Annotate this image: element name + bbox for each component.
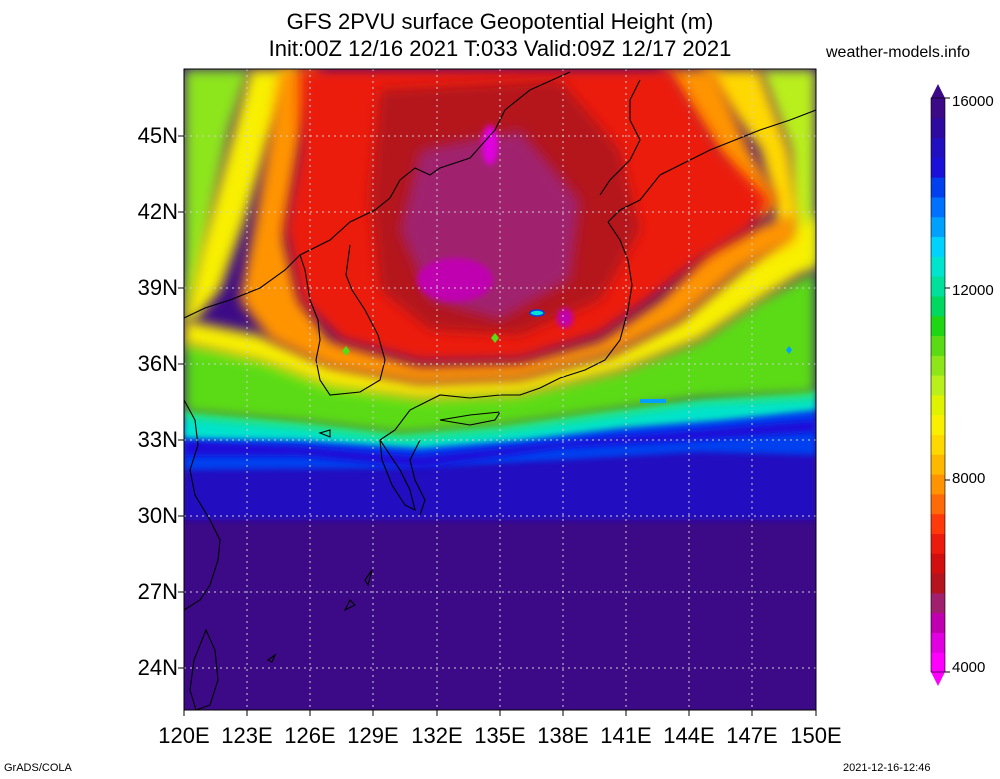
coast-sakhalin xyxy=(599,79,641,196)
coast-mainland xyxy=(184,71,571,319)
footer-software: GrADS/COLA xyxy=(4,762,72,774)
colorbar-segment xyxy=(931,513,945,534)
colorbar-segment xyxy=(931,137,945,158)
colorbar-label-12000: 12000 xyxy=(952,282,994,299)
field-point-marker-1 xyxy=(491,333,499,343)
lat-label-33n: 33N xyxy=(137,427,178,452)
lon-label-129e: 129E xyxy=(347,723,399,748)
colorbar-label-16000: 16000 xyxy=(952,93,994,110)
colorbar-segment xyxy=(931,276,945,297)
colorbar-upper-arrow xyxy=(931,84,945,98)
coast-southern-islands xyxy=(409,439,426,516)
site-credit: weather-models.info xyxy=(826,44,971,61)
coast-kyushu xyxy=(379,439,416,512)
coast-jeju xyxy=(318,429,331,438)
colorbar-segment xyxy=(931,394,945,416)
colorbar-segment xyxy=(931,652,945,673)
colorbar-segment xyxy=(931,177,945,198)
colorbar-segment xyxy=(931,375,945,396)
colorbar-segment xyxy=(931,553,945,574)
coast-honshu xyxy=(379,221,633,441)
colorbar-segment xyxy=(931,414,945,435)
map-title-line2: Init:00Z 12/16 2021 T:033 Valid:09Z 12/1… xyxy=(268,36,732,61)
colorbar-segment xyxy=(931,592,945,614)
graticule xyxy=(184,69,816,710)
field-magenta-spot-2 xyxy=(482,125,498,165)
colorbar-lower-arrow xyxy=(931,672,945,686)
lat-label-45n: 45N xyxy=(137,123,178,148)
colorbar-segment xyxy=(931,295,945,317)
lon-label-120e: 120E xyxy=(158,723,210,748)
colorbar-segment xyxy=(931,573,945,594)
field-point-marker-2 xyxy=(342,346,350,356)
field-magenta-spot-3 xyxy=(557,308,573,328)
colorbar-segment xyxy=(931,474,945,495)
colorbar-segment xyxy=(931,236,945,257)
field-green-northeast xyxy=(760,69,816,270)
colorbar-segment xyxy=(931,117,945,139)
colorbar-label-8000: 8000 xyxy=(952,470,986,487)
lon-label-147e: 147E xyxy=(726,723,778,748)
colorbar-segment xyxy=(931,355,945,376)
colorbar-segment xyxy=(931,216,945,238)
coast-taiwan xyxy=(189,628,219,710)
coast-ryukyu xyxy=(266,569,373,663)
field-yellow-band xyxy=(184,215,816,400)
lon-label-141e: 141E xyxy=(600,723,652,748)
lat-label-36n: 36N xyxy=(137,351,178,376)
lat-label-30n: 30N xyxy=(137,503,178,528)
colorbar-segment xyxy=(931,196,945,218)
colorbar-segment xyxy=(931,454,945,475)
colorbar-segment xyxy=(931,315,945,337)
coast-hokkaido xyxy=(607,109,816,223)
footer-timestamp: 2021-12-16-12:46 xyxy=(843,762,931,774)
colorbar xyxy=(930,84,950,686)
colorbar-segment xyxy=(931,434,945,455)
lon-label-126e: 126E xyxy=(284,723,336,748)
colorbar-frame xyxy=(930,97,946,673)
colorbar-segment xyxy=(931,493,945,515)
field-point-marker-3 xyxy=(786,346,792,354)
field-streak xyxy=(640,399,666,403)
colorbar-segment xyxy=(931,335,945,356)
colorbar-label-4000: 4000 xyxy=(952,659,986,676)
map-title-line1: GFS 2PVU surface Geopotential Height (m) xyxy=(286,9,714,34)
colorbar-segment xyxy=(931,533,945,554)
coastlines xyxy=(184,71,816,710)
axis-ticks xyxy=(178,135,817,716)
lon-label-150e: 150E xyxy=(790,723,842,748)
lat-label-24n: 24N xyxy=(137,655,178,680)
field-orange-band xyxy=(240,69,795,384)
field-magenta-spot-1 xyxy=(417,258,493,302)
field-anomaly-marker xyxy=(529,309,545,317)
field-green-band xyxy=(184,270,816,436)
colorbar-segment xyxy=(931,632,945,653)
field-blue-mid-band xyxy=(184,420,816,468)
lon-label-132e: 132E xyxy=(411,723,463,748)
lat-label-42n: 42N xyxy=(137,199,178,224)
lon-label-123e: 123E xyxy=(221,723,273,748)
lon-label-138e: 138E xyxy=(537,723,589,748)
colorbar-segment xyxy=(931,256,945,277)
colorbar-segment xyxy=(931,98,945,119)
lat-label-39n: 39N xyxy=(137,275,178,300)
lat-label-27n: 27N xyxy=(137,579,178,604)
coast-china-east xyxy=(184,399,221,611)
lon-label-144e: 144E xyxy=(663,723,715,748)
coast-shikoku xyxy=(439,411,502,426)
lon-label-135e: 135E xyxy=(474,723,526,748)
colorbar-segment xyxy=(931,612,945,633)
coast-korea xyxy=(299,244,386,396)
height-field xyxy=(184,69,816,710)
colorbar-segment xyxy=(931,157,945,178)
